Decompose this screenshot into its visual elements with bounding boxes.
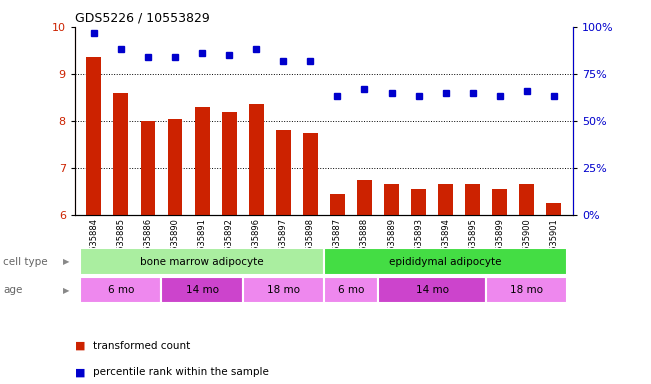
- Bar: [243, 277, 324, 303]
- Bar: [519, 184, 534, 215]
- Text: 18 mo: 18 mo: [267, 285, 299, 295]
- Bar: [303, 133, 318, 215]
- Text: cell type: cell type: [3, 257, 48, 266]
- Text: ■: ■: [75, 367, 85, 377]
- Text: ▶: ▶: [62, 257, 69, 266]
- Text: ▶: ▶: [62, 286, 69, 295]
- Bar: [87, 58, 102, 215]
- Bar: [80, 248, 324, 275]
- Bar: [222, 112, 236, 215]
- Text: age: age: [3, 285, 23, 295]
- Text: transformed count: transformed count: [93, 341, 190, 351]
- Text: 14 mo: 14 mo: [186, 285, 219, 295]
- Bar: [330, 194, 345, 215]
- Text: 6 mo: 6 mo: [107, 285, 134, 295]
- Bar: [80, 277, 161, 303]
- Bar: [167, 119, 182, 215]
- Bar: [438, 184, 453, 215]
- Bar: [384, 184, 399, 215]
- Bar: [249, 104, 264, 215]
- Bar: [324, 277, 378, 303]
- Text: bone marrow adipocyte: bone marrow adipocyte: [140, 257, 264, 266]
- Text: GDS5226 / 10553829: GDS5226 / 10553829: [75, 11, 210, 24]
- Bar: [113, 93, 128, 215]
- Text: 14 mo: 14 mo: [415, 285, 449, 295]
- Bar: [546, 203, 561, 215]
- Bar: [378, 277, 486, 303]
- Bar: [276, 131, 291, 215]
- Text: ■: ■: [75, 341, 85, 351]
- Bar: [492, 189, 507, 215]
- Bar: [161, 277, 243, 303]
- Bar: [195, 107, 210, 215]
- Text: 18 mo: 18 mo: [510, 285, 544, 295]
- Bar: [411, 189, 426, 215]
- Bar: [465, 184, 480, 215]
- Bar: [141, 121, 156, 215]
- Text: epididymal adipocyte: epididymal adipocyte: [389, 257, 502, 266]
- Bar: [486, 277, 568, 303]
- Text: percentile rank within the sample: percentile rank within the sample: [93, 367, 269, 377]
- Bar: [324, 248, 568, 275]
- Bar: [357, 180, 372, 215]
- Text: 6 mo: 6 mo: [338, 285, 364, 295]
